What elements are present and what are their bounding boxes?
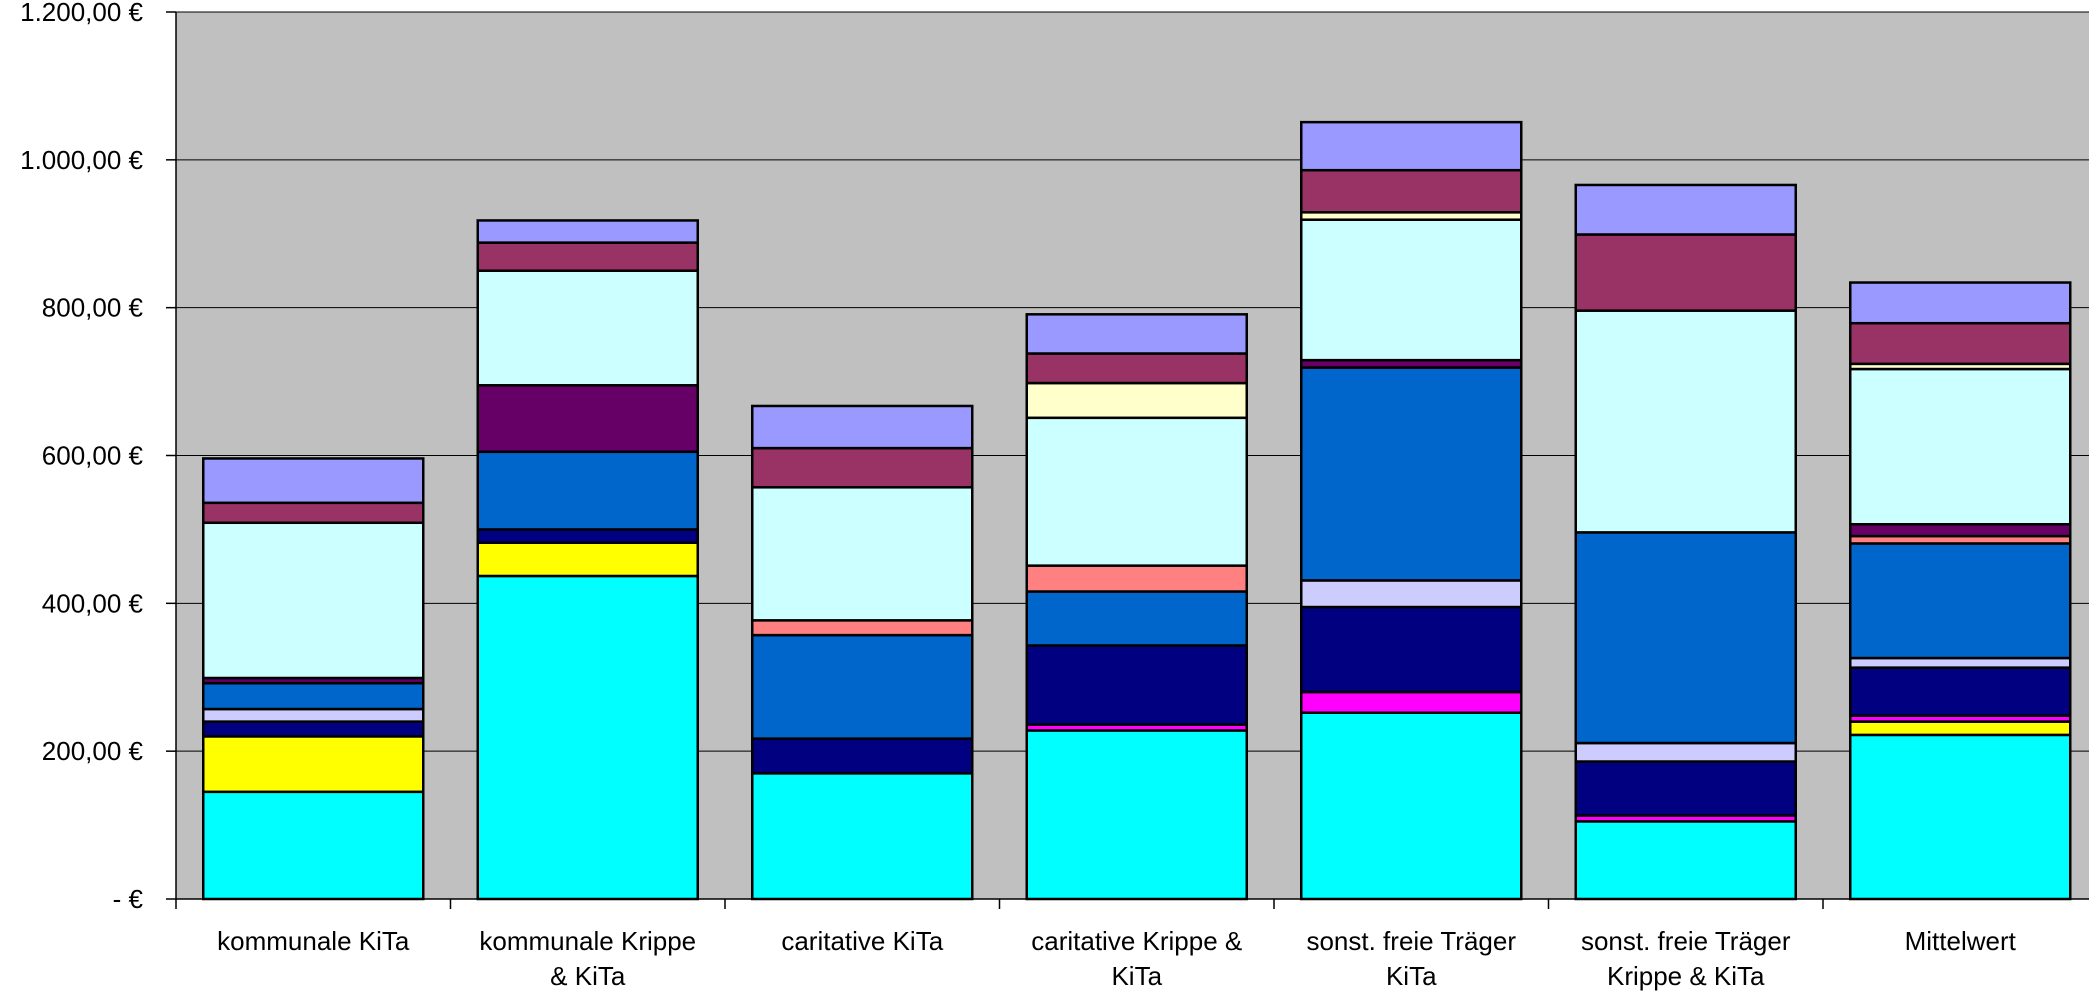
bar-segment xyxy=(202,521,425,680)
y-tick-label: 1.000,00 € xyxy=(20,145,143,175)
bar-segment xyxy=(1025,381,1248,420)
bar-segment xyxy=(1025,352,1248,385)
x-tick-label-line: sonst. freie Träger xyxy=(1581,926,1791,956)
bar-segment xyxy=(1574,820,1797,901)
bar-segment xyxy=(1849,666,2072,717)
bar-segment xyxy=(1849,656,2072,669)
x-tick-label-line: caritative KiTa xyxy=(781,926,943,956)
x-tick-label: sonst. freie Träger Krippe & KiTa xyxy=(1581,926,1791,991)
bar-segment xyxy=(1025,313,1248,355)
x-tick-label-line: caritative Krippe & xyxy=(1031,926,1242,956)
bar-segment xyxy=(1300,366,1523,582)
y-tick-labels: - € 200,00 € 400,00 € 600,00 € 800,00 € 1.000… xyxy=(20,0,143,914)
bar-segment xyxy=(751,404,974,450)
bar-segment xyxy=(1849,522,2072,538)
x-tick-label: sonst. freie Träger KiTa xyxy=(1306,926,1516,991)
bar-segment xyxy=(1300,711,1523,901)
bar-segment xyxy=(1849,321,2072,366)
bar-segment xyxy=(1025,644,1248,726)
bar-segment xyxy=(1574,531,1797,745)
bar-segment xyxy=(1025,564,1248,593)
bar-segment xyxy=(1025,590,1248,647)
bar-segment xyxy=(202,681,425,711)
bar-segment xyxy=(751,737,974,775)
bar-segment xyxy=(1574,183,1797,236)
x-tick-labels: kommunale KiTa kommunale Krippe & KiTa cari… xyxy=(217,926,2016,991)
y-tick-label: 200,00 € xyxy=(42,736,144,766)
bar-segment xyxy=(202,707,425,723)
y-tick-label: - € xyxy=(113,884,144,914)
bar-segment xyxy=(202,790,425,901)
x-tick-label: kommunale KiTa xyxy=(217,926,410,956)
x-tick-label-line: kommunale KiTa xyxy=(217,926,410,956)
bar-segment xyxy=(1300,168,1523,214)
bar-segment xyxy=(476,241,699,272)
x-tick-label-line: Mittelwert xyxy=(1905,926,2017,956)
bar-segment xyxy=(1300,605,1523,694)
x-tick-label-line: KiTa xyxy=(1111,961,1162,991)
x-tick-label-line: & KiTa xyxy=(550,961,626,991)
bar-segment xyxy=(202,501,425,525)
x-tick-label-line: sonst. freie Träger xyxy=(1306,926,1516,956)
bar-segment xyxy=(1849,720,2072,737)
y-tick-label: 400,00 € xyxy=(42,588,144,618)
bar-segment xyxy=(1574,309,1797,534)
bar-segment xyxy=(1574,233,1797,312)
bar-segment xyxy=(202,735,425,794)
bar-segment xyxy=(476,219,699,244)
bar-segment xyxy=(751,633,974,740)
bar-segment xyxy=(1300,218,1523,362)
bar-segment xyxy=(476,541,699,578)
bar-segment xyxy=(202,720,425,738)
y-tick-label: 800,00 € xyxy=(42,293,144,323)
bar-segment xyxy=(476,574,699,901)
bar-segment xyxy=(1300,120,1523,172)
bars xyxy=(202,120,2072,901)
bar-segment xyxy=(1849,367,2072,526)
bar-segment xyxy=(476,528,699,544)
x-tick-label: Mittelwert xyxy=(1905,926,2017,956)
bar-segment xyxy=(476,384,699,454)
bar-segment xyxy=(751,446,974,489)
x-tick-label: caritative Krippe & KiTa xyxy=(1031,926,1242,991)
axes xyxy=(166,11,2089,909)
bar-segment xyxy=(1849,281,2072,325)
bar-segment xyxy=(751,619,974,637)
y-tick-label: 1.200,00 € xyxy=(20,0,143,27)
x-tick-label-line: KiTa xyxy=(1386,961,1437,991)
bar-segment xyxy=(1300,690,1523,714)
x-tick-label: kommunale Krippe & KiTa xyxy=(479,926,696,991)
bar-segment xyxy=(1025,729,1248,901)
bar-segment xyxy=(476,269,699,387)
bar-segment xyxy=(1025,416,1248,567)
bar-segment xyxy=(476,450,699,531)
bar-segment xyxy=(751,486,974,622)
bar-segment xyxy=(1574,741,1797,763)
bar-segment xyxy=(1300,579,1523,609)
y-tick-label: 600,00 € xyxy=(42,441,144,471)
bar-segment xyxy=(1849,733,2072,901)
bar-segment xyxy=(202,457,425,505)
bar-segment xyxy=(1849,542,2072,660)
bar-segment xyxy=(751,772,974,901)
x-tick-label-line: kommunale Krippe xyxy=(479,926,696,956)
x-tick-label-line: Krippe & KiTa xyxy=(1607,961,1765,991)
x-tick-label: caritative KiTa xyxy=(781,926,943,956)
bar-segment xyxy=(1574,760,1797,817)
